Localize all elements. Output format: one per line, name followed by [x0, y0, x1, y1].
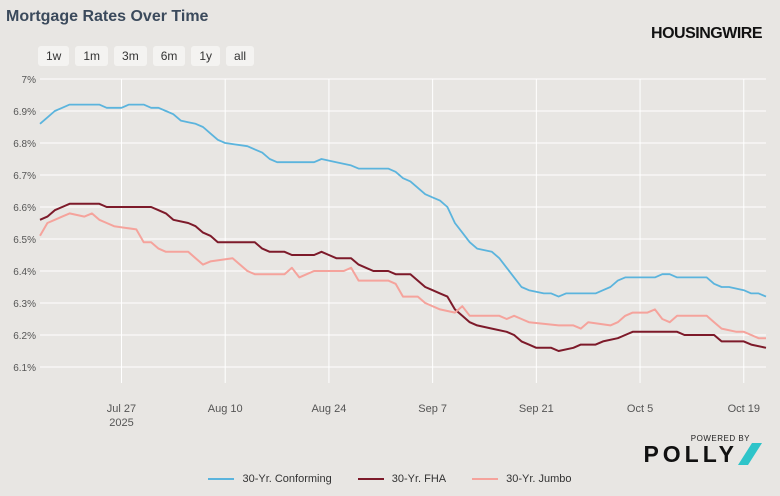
- legend-item-conforming[interactable]: 30-Yr. Conforming: [208, 473, 332, 485]
- legend-label-conforming: 30-Yr. Conforming: [242, 473, 332, 485]
- range-button-6m[interactable]: 6m: [152, 46, 186, 66]
- page-title: Mortgage Rates Over Time: [6, 8, 209, 25]
- x-tick-label: Sep 21: [519, 403, 554, 415]
- legend-swatch-jumbo: [472, 478, 499, 480]
- series-line-30-yr-conforming: [39, 103, 767, 298]
- y-tick-label: 6.2%: [13, 331, 36, 342]
- line-chart: 7% 6.9% 6.8% 6.7% 6.6% 6.5% 6.4% 6.3% 6.2% 6.1% Ju…: [13, 75, 767, 429]
- powered-by-label: POWERED BY: [690, 434, 750, 443]
- legend-item-fha[interactable]: 30-Yr. FHA: [357, 473, 447, 485]
- range-button-1m[interactable]: 1m: [75, 46, 109, 66]
- series-line-30-yr-fha: [39, 202, 767, 352]
- x-tick-label: Sep 7: [418, 403, 447, 415]
- legend-swatch-fha: [357, 478, 384, 480]
- series-line-30-yr-jumbo: [39, 212, 766, 340]
- y-tick-label: 7%: [22, 75, 37, 86]
- range-button-1w[interactable]: 1w: [38, 46, 70, 66]
- y-tick-label: 6.3%: [13, 299, 36, 310]
- y-tick-label: 6.1%: [13, 363, 36, 374]
- chart-legend: 30-Yr. Conforming 30-Yr. FHA 30-Yr. Jumb…: [0, 473, 780, 485]
- polly-slash-icon: [738, 443, 762, 465]
- x-tick-label: Aug 10: [208, 403, 243, 415]
- y-tick-label: 6.7%: [13, 171, 36, 182]
- x-tick-label: Oct 19: [728, 403, 760, 415]
- range-selector: 1w 1m 3m 6m 1y all: [38, 46, 255, 66]
- range-button-3m[interactable]: 3m: [114, 46, 147, 66]
- y-tick-label: 6.9%: [13, 107, 36, 118]
- legend-swatch-conforming: [208, 478, 235, 480]
- y-tick-label: 6.8%: [13, 139, 36, 150]
- y-tick-label: 6.5%: [13, 235, 36, 246]
- range-button-1y[interactable]: 1y: [191, 46, 221, 66]
- polly-logo: POLLY: [643, 441, 738, 467]
- x-tick-sublabel: 2025: [109, 417, 133, 429]
- range-button-all[interactable]: all: [226, 46, 255, 66]
- legend-label-fha: 30-Yr. FHA: [391, 473, 447, 485]
- x-tick-label: Aug 24: [311, 403, 346, 415]
- y-tick-label: 6.6%: [13, 203, 36, 214]
- x-tick-label: Jul 27: [107, 403, 136, 415]
- housingwire-logo: HOUSINGWIRE: [651, 25, 762, 42]
- legend-item-jumbo[interactable]: 30-Yr. Jumbo: [472, 473, 572, 485]
- legend-label-jumbo: 30-Yr. Jumbo: [506, 473, 572, 485]
- x-tick-label: Oct 5: [627, 403, 653, 415]
- y-tick-label: 6.4%: [13, 267, 36, 278]
